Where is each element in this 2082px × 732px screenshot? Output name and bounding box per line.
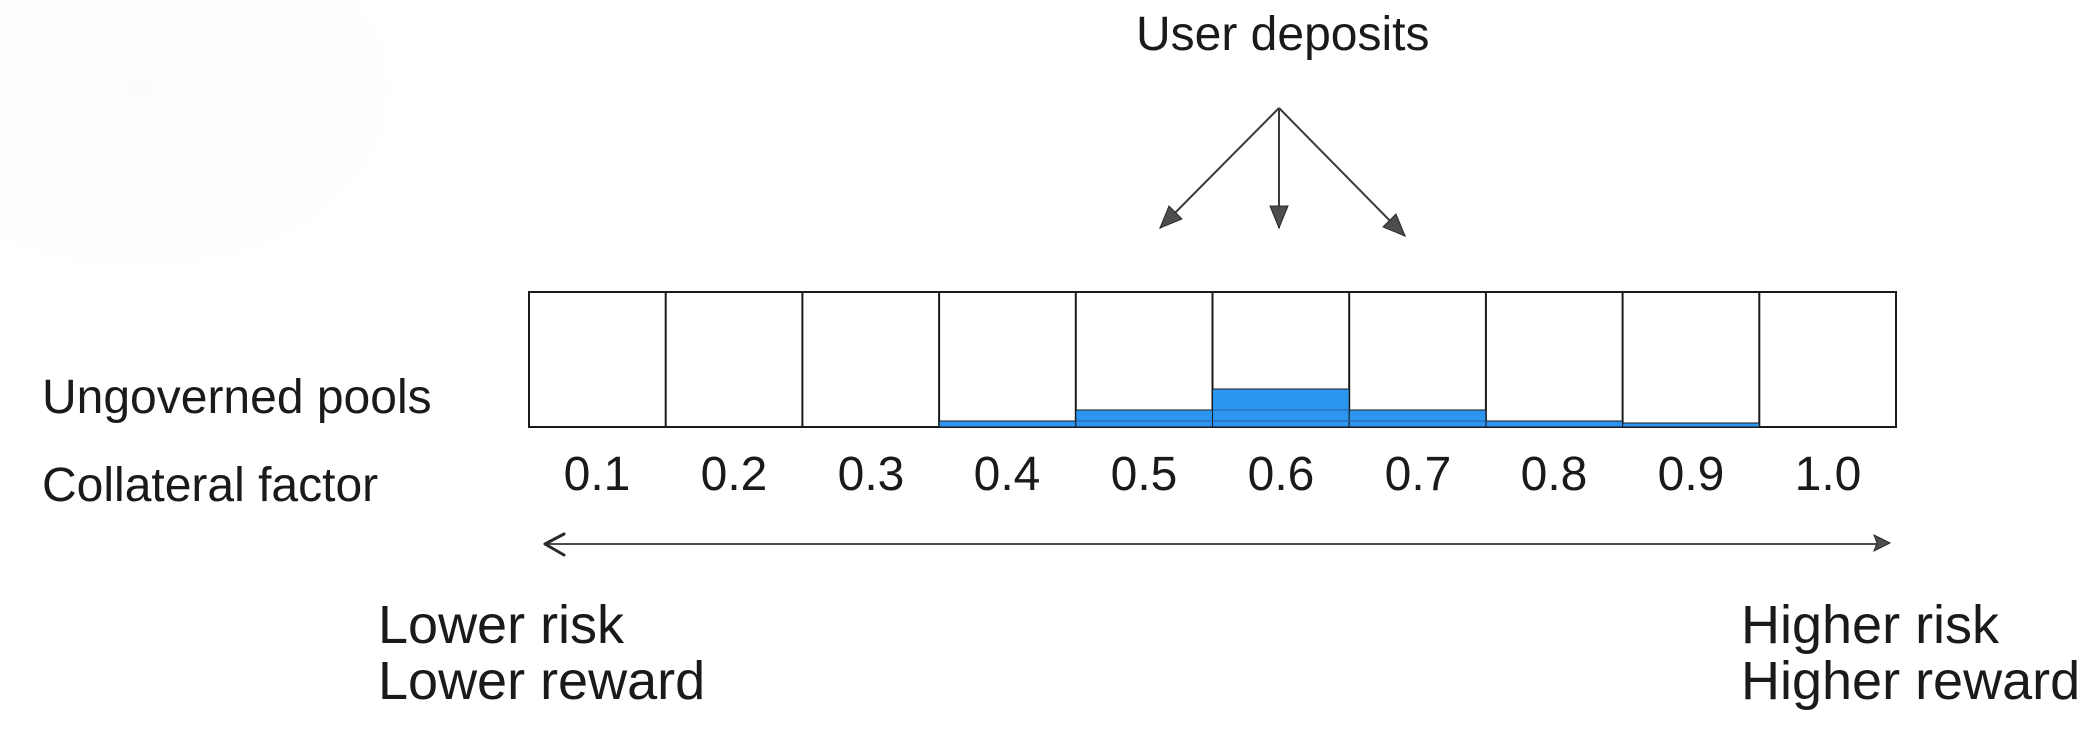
svg-text:0.6: 0.6 [1248, 448, 1315, 501]
svg-text:0.2: 0.2 [701, 448, 768, 501]
svg-text:0.9: 0.9 [1658, 448, 1725, 501]
svg-text:0.3: 0.3 [838, 448, 905, 501]
svg-text:0.1: 0.1 [564, 448, 631, 501]
svg-text:0.4: 0.4 [974, 448, 1041, 501]
svg-text:1.0: 1.0 [1795, 448, 1862, 501]
svg-text:0.7: 0.7 [1385, 448, 1452, 501]
svg-text:0.8: 0.8 [1521, 448, 1588, 501]
svg-text:0.5: 0.5 [1111, 448, 1178, 501]
